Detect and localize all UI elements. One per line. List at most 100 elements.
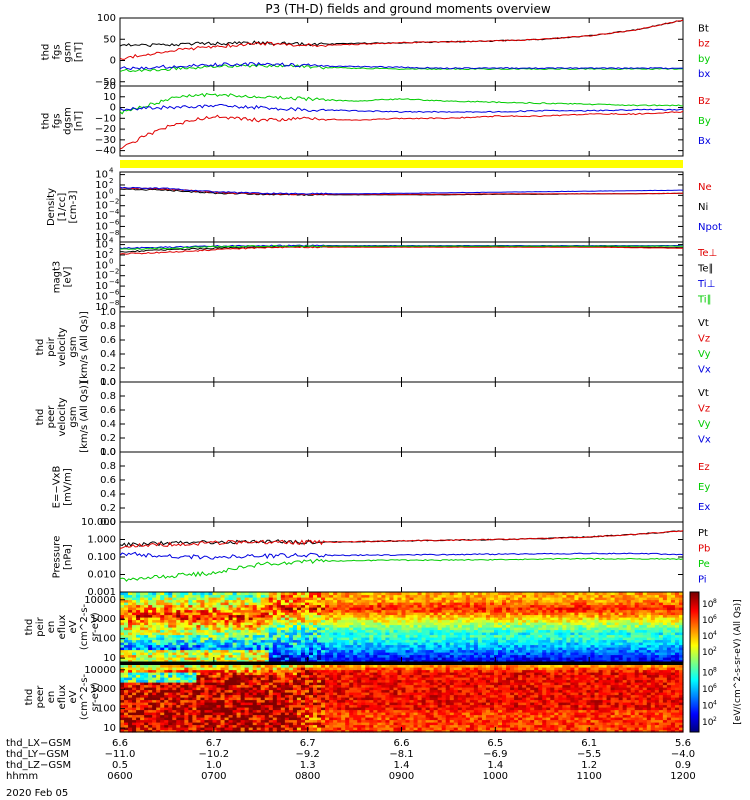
spectrogram-cell [622,607,628,611]
spectrogram-cell [405,617,411,621]
spectrogram-cell [421,594,427,598]
spectrogram-cell [184,672,189,676]
spectrogram-cell [630,599,636,603]
spectrogram-cell [393,607,399,611]
spectrogram-cell [502,639,507,643]
spectrogram-cell [397,637,403,641]
spectrogram-cell [172,647,177,651]
spectrogram-cell [164,657,169,661]
spectrogram-cell [449,592,455,596]
spectrogram-cell [212,619,218,623]
spectrogram-cell [417,654,423,658]
spectrogram-cell [140,624,145,628]
spectrogram-cell [594,594,600,598]
spectrogram-cell [200,667,206,671]
spectrogram-cell [160,622,165,626]
spectrogram-cell [244,644,250,648]
spectrogram-cell [357,642,362,646]
spectrogram-cell [558,602,563,606]
spectrogram-cell [477,649,483,653]
spectrogram-cell [268,602,274,606]
spectrogram-cell [140,692,145,696]
spectrogram-cell [566,607,571,611]
spectrogram-cell [256,634,262,638]
spectrogram-cell [272,609,278,613]
spectrogram-cell [136,677,141,681]
p4-ytick-exp: −2 [109,268,119,276]
spectrogram-cell [220,644,226,648]
spectrogram-cell [630,632,636,636]
spectrogram-cell [518,629,523,633]
spectrogram-cell [365,642,370,646]
spectrogram-cell [357,644,362,648]
spectrogram-cell [192,599,198,603]
spectrogram-cell [136,629,141,633]
spectrogram-cell [188,622,193,626]
spectrogram-cell [381,632,387,636]
spectrogram-cell [228,597,234,601]
spectrogram-cell [566,644,571,648]
spectrogram-cell [252,627,258,631]
spectrogram-cell [288,597,294,601]
spectrogram-cell [349,649,354,653]
spectrogram-cell [224,602,230,606]
spectrogram-cell [674,632,680,636]
spectrogram-cell [654,629,660,633]
spectrogram-cell [590,597,596,601]
spectrogram-cell [397,609,403,613]
spectrogram-cell [208,602,214,606]
spectrogram-cell [300,647,306,651]
p7-ylabel: E=−VxB [52,466,63,509]
spectrogram-cell [152,617,157,621]
spectrogram-cell [128,717,133,721]
spectrogram-cell [200,659,206,663]
spectrogram-cell [240,609,246,613]
spectrogram-cell [317,592,322,596]
spectrogram-cell [393,659,399,663]
spectrogram-cell [208,639,214,643]
spectrogram-cell [260,657,266,661]
spectrogram-cell [461,607,467,611]
spectrogram-cell [284,607,290,611]
spectrogram-cell [493,634,499,638]
spectrogram-cell [578,639,584,643]
spectrogram-cell [156,729,161,733]
spectrogram-cell [144,654,149,658]
spectrogram-cell [498,637,503,641]
p2-series-bx [119,104,683,113]
spectrogram-cell [546,639,551,643]
spectrogram-cell [485,642,491,646]
spectrogram-cell [489,644,495,648]
spectrogram-cell [526,639,531,643]
spectrogram-cell [240,639,246,643]
spectrogram-cell [160,657,165,661]
spectrogram-cell [232,642,238,646]
spectrogram-cell [666,602,672,606]
spectrogram-cell [292,627,298,631]
spectrogram-cell [252,639,258,643]
spectrogram-cell [554,612,559,616]
spectrogram-cell [140,694,145,698]
spectrogram-cell [144,604,149,608]
spectrogram-cell [485,617,491,621]
spectrogram-cell [674,642,680,646]
spectrogram-cell [469,627,475,631]
spectrogram-cell [602,617,608,621]
spectrogram-cell [425,639,431,643]
spectrogram-cell [469,654,475,658]
spectrogram-cell [168,652,173,656]
spectrogram-cell [481,647,487,651]
spectrogram-cell [518,654,523,658]
spectrogram-cell [204,709,210,713]
spectrogram-cell [586,604,592,608]
spectrogram-cell [582,642,588,646]
spectrogram-cell [220,617,226,621]
spectrogram-cell [574,647,580,651]
spectrogram-cell [188,689,193,693]
spectrogram-cell [473,609,479,613]
spectrogram-cell [164,597,169,601]
spectrogram-cell [333,649,338,653]
spectrogram-cell [622,612,628,616]
spectrogram-cell [156,697,161,701]
spectrogram-cell [469,594,475,598]
